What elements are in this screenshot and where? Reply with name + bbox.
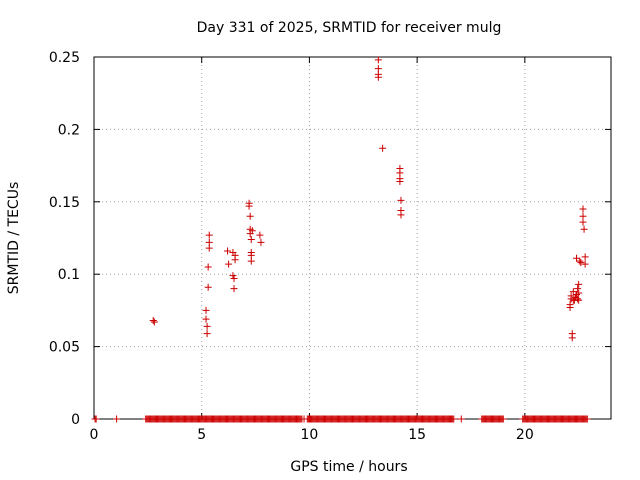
zero-point bbox=[499, 415, 507, 423]
x-tick-label: 20 bbox=[516, 427, 534, 443]
x-axis-label: GPS time / hours bbox=[290, 459, 407, 475]
plot-frame bbox=[93, 56, 612, 420]
data-point bbox=[575, 289, 583, 297]
data-point bbox=[230, 285, 238, 293]
data-point bbox=[581, 253, 589, 261]
data-point bbox=[230, 275, 238, 283]
zero-point bbox=[92, 415, 100, 423]
x-tick-label: 0 bbox=[90, 427, 99, 443]
x-tick-label: 5 bbox=[197, 427, 206, 443]
data-point bbox=[256, 231, 264, 239]
data-point bbox=[225, 260, 233, 268]
data-point bbox=[150, 318, 158, 326]
data-point bbox=[231, 256, 239, 264]
data-point bbox=[579, 218, 587, 226]
data-point bbox=[567, 292, 575, 300]
chart-title: Day 331 of 2025, SRMTID for receiver mul… bbox=[197, 20, 502, 36]
data-point bbox=[397, 211, 405, 219]
data-point bbox=[579, 205, 587, 213]
y-tick-label: 0 bbox=[71, 412, 80, 428]
zero-point bbox=[305, 415, 313, 423]
data-point bbox=[568, 334, 576, 342]
data-point bbox=[205, 238, 213, 246]
gridlines bbox=[94, 57, 611, 419]
data-point bbox=[203, 322, 211, 330]
data-point bbox=[577, 259, 585, 267]
zero-point bbox=[457, 415, 465, 423]
data-point bbox=[247, 235, 255, 243]
data-point bbox=[204, 283, 212, 291]
y-tick-label: 0.25 bbox=[49, 50, 80, 66]
zero-point bbox=[583, 415, 591, 423]
data-point bbox=[581, 260, 589, 268]
data-point bbox=[224, 247, 232, 255]
data-points bbox=[149, 56, 589, 342]
x-tick-label: 15 bbox=[408, 427, 426, 443]
data-point bbox=[374, 73, 382, 81]
y-tick-label: 0.05 bbox=[49, 340, 80, 356]
data-point bbox=[573, 254, 581, 262]
zero-point bbox=[113, 415, 121, 423]
data-point bbox=[247, 257, 255, 265]
data-point bbox=[257, 238, 265, 246]
data-point bbox=[575, 296, 583, 304]
data-point bbox=[205, 231, 213, 239]
data-point bbox=[248, 227, 256, 235]
data-point bbox=[246, 212, 254, 220]
y-tick-label: 0.15 bbox=[49, 195, 80, 211]
data-point bbox=[566, 304, 574, 312]
data-point bbox=[202, 306, 210, 314]
data-point bbox=[149, 317, 157, 325]
data-point bbox=[580, 225, 588, 233]
data-point bbox=[396, 178, 404, 186]
data-point bbox=[374, 56, 382, 64]
axis-ticks bbox=[93, 56, 611, 420]
data-point bbox=[229, 272, 237, 280]
data-point bbox=[202, 315, 210, 323]
data-point bbox=[576, 257, 584, 265]
data-point bbox=[397, 196, 405, 204]
data-point bbox=[204, 263, 212, 271]
data-point bbox=[569, 288, 577, 296]
data-point bbox=[574, 285, 582, 293]
y-tick-label: 0.1 bbox=[58, 267, 80, 283]
data-point bbox=[203, 330, 211, 338]
x-tick-label: 10 bbox=[301, 427, 319, 443]
data-point bbox=[575, 280, 583, 288]
zero-point bbox=[450, 415, 458, 423]
y-axis-label: SRMTID / TECUs bbox=[6, 182, 22, 295]
data-point bbox=[245, 202, 253, 210]
zero-value-points bbox=[91, 415, 591, 423]
y-tick-label: 0.2 bbox=[58, 122, 80, 138]
data-point bbox=[379, 144, 387, 152]
data-point bbox=[574, 295, 582, 303]
